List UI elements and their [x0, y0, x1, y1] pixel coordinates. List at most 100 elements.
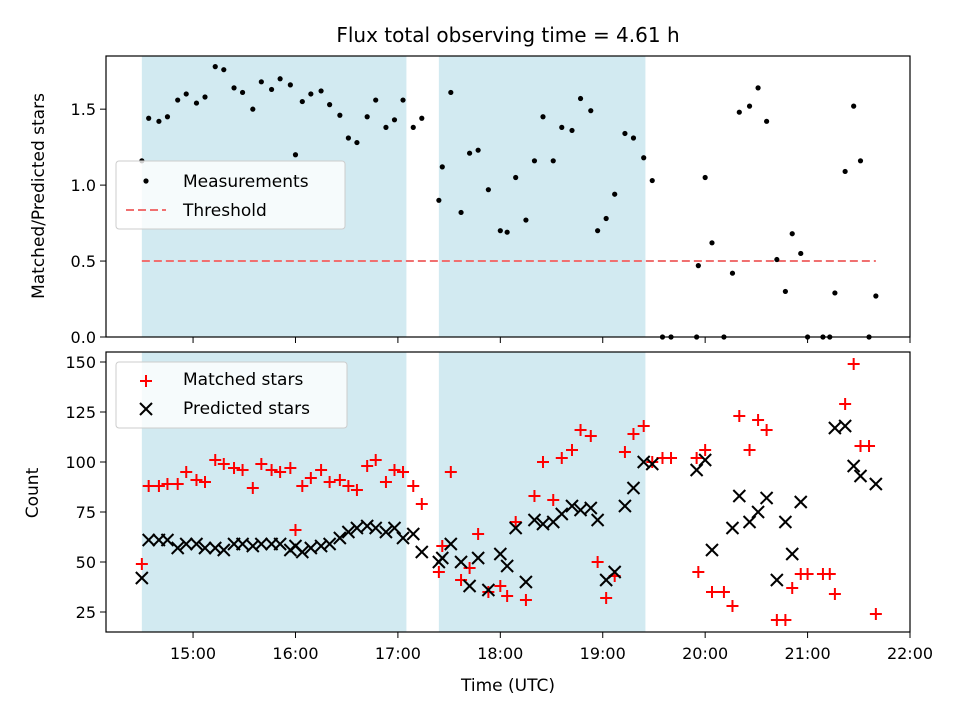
predicted-marker-b: [778, 515, 793, 529]
predicted-star-point: [742, 515, 757, 529]
matched-star-point: [665, 452, 678, 464]
predicted-marker-b: [379, 525, 393, 539]
matched-star-point: [255, 458, 268, 470]
matched-star-point: [209, 454, 222, 466]
measurement-point: [595, 228, 601, 234]
measurement-point: [649, 177, 655, 184]
predicted-marker-b: [732, 489, 747, 503]
bottom-x-tick-label: 21:00: [785, 644, 831, 663]
measurement-point: [622, 130, 628, 137]
measurement-point: [746, 103, 753, 109]
matched-star-point: [333, 474, 346, 486]
predicted-marker-b: [387, 521, 402, 535]
matched-star-point: [217, 458, 230, 470]
predicted-star-point: [689, 463, 704, 477]
measurement-point: [250, 106, 256, 112]
matched-star-point: [246, 482, 259, 494]
predicted-marker-b: [785, 547, 799, 561]
predicted-star-point: [794, 495, 808, 509]
matched-star-point: [547, 494, 560, 506]
legend-measurements-marker: [143, 178, 149, 184]
matched-star-point: [482, 586, 495, 598]
bottom-y-axis-label: Count: [23, 467, 43, 518]
measurement-point: [287, 82, 293, 88]
predicted-star-point: [435, 551, 449, 565]
matched-star-point: [627, 428, 640, 440]
predicted-star-point: [493, 547, 508, 561]
measurement-point: [523, 217, 529, 223]
predicted-star-point: [454, 555, 468, 569]
predicted-star-point: [838, 419, 852, 433]
predicted-marker-b: [626, 481, 641, 495]
predicted-marker-b: [189, 537, 204, 551]
predicted-star-point: [304, 541, 318, 555]
measurement-point: [709, 240, 715, 246]
predicted-marker-b: [208, 541, 222, 555]
predicted-marker-b: [500, 559, 514, 573]
legend-predicted-marker: [139, 402, 153, 416]
predicted-star-point: [565, 499, 579, 513]
predicted-marker-b: [462, 579, 477, 593]
predicted-star-point: [254, 537, 269, 551]
predicted-marker-b: [636, 455, 651, 469]
predicted-star-point: [618, 499, 632, 513]
matched-star-point: [692, 566, 705, 578]
matched-star-point: [760, 424, 773, 436]
predicted-star-point: [333, 531, 347, 545]
matched-star-point: [265, 464, 278, 476]
matched-star-point: [415, 498, 428, 510]
matched-star-point: [315, 464, 328, 476]
measurement-point: [755, 85, 761, 91]
predicted-marker-b: [770, 573, 784, 587]
measurement-point: [702, 174, 708, 181]
predicted-star-point: [626, 481, 641, 495]
measurement-point: [504, 229, 510, 235]
measurement-point: [277, 76, 283, 82]
predicted-star-point: [555, 507, 569, 521]
measurement-point: [851, 103, 857, 109]
bottom-y-tick-label: 50: [76, 553, 96, 572]
matched-star-point: [494, 580, 507, 592]
bottom-x-tick-label: 19:00: [580, 644, 626, 663]
measurement-point: [299, 98, 305, 105]
predicted-star-point: [645, 457, 659, 471]
predicted-star-point: [217, 543, 231, 557]
measurement-point: [419, 115, 425, 121]
top-y-tick-label: 1.5: [71, 100, 96, 119]
predicted-star-point: [770, 573, 784, 587]
predicted-star-point: [462, 579, 477, 593]
measurement-point: [873, 293, 879, 299]
matched-star-point: [600, 592, 613, 604]
matched-star-point: [342, 480, 355, 492]
measurement-point: [466, 150, 473, 156]
predicted-star-point: [828, 421, 842, 435]
bottom-legend[interactable]: Matched stars Predicted stars: [115, 361, 348, 429]
predicted-star-point: [584, 501, 598, 515]
measurement-point: [569, 127, 575, 134]
measurement-point: [156, 118, 162, 124]
predicted-marker-b: [584, 501, 598, 515]
predicted-star-point: [573, 503, 588, 517]
predicted-marker-b: [295, 545, 310, 559]
predicted-marker-b: [444, 537, 458, 551]
predicted-star-point: [527, 513, 542, 527]
predicted-marker-b: [869, 477, 883, 491]
matched-star-point: [823, 568, 836, 580]
matched-star-point: [350, 484, 363, 496]
predicted-star-point: [246, 539, 260, 553]
measurement-point: [345, 135, 351, 141]
predicted-marker-b: [322, 537, 337, 551]
matched-star-point: [519, 594, 532, 606]
matched-star-point: [501, 590, 514, 602]
measurement-point: [436, 197, 442, 203]
matched-star-point: [284, 462, 297, 474]
predicted-marker-b: [698, 453, 712, 467]
measurement-point: [318, 88, 324, 94]
measurement-point: [550, 158, 556, 164]
matched-star-point: [296, 480, 309, 492]
predicted-marker-b: [689, 463, 704, 477]
matched-star-point: [733, 410, 746, 422]
measurement-point: [400, 97, 406, 103]
top-legend[interactable]: Measurements Threshold: [115, 160, 346, 230]
bottom-x-tick-label: 17:00: [375, 644, 421, 663]
